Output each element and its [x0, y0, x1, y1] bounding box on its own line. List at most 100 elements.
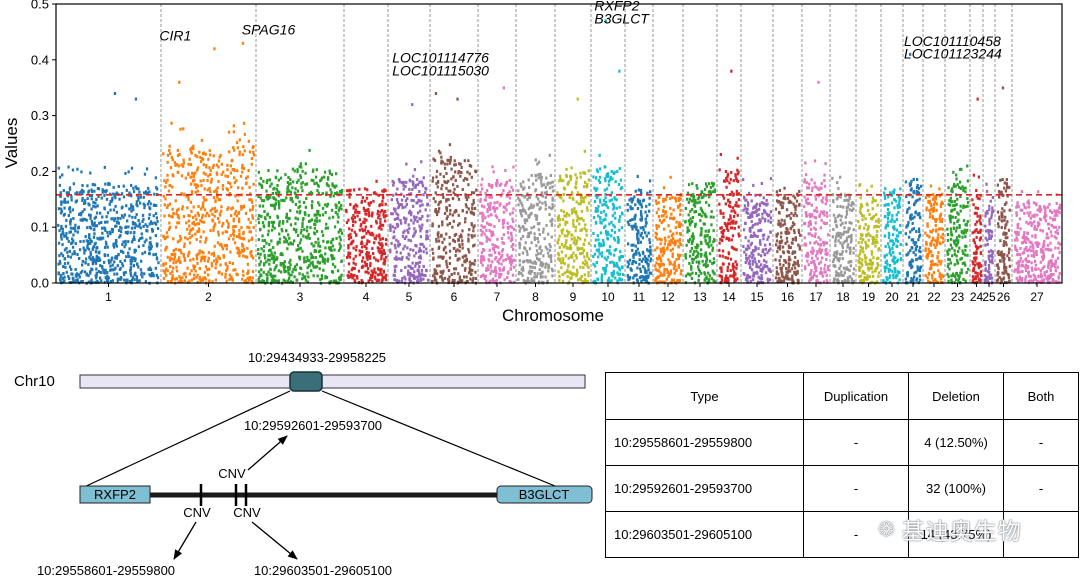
data-point	[150, 244, 153, 248]
data-point	[289, 263, 292, 267]
data-point	[558, 234, 561, 238]
data-point	[574, 272, 577, 276]
data-point	[769, 270, 772, 273]
data-point	[610, 191, 613, 195]
data-point	[586, 208, 589, 212]
data-point	[472, 212, 476, 216]
data-point	[641, 274, 644, 278]
data-point	[768, 242, 772, 246]
data-point	[190, 210, 193, 213]
data-point	[154, 266, 157, 270]
data-point	[775, 190, 778, 194]
data-point	[168, 149, 171, 152]
data-point	[155, 222, 158, 226]
data-point	[401, 181, 404, 184]
data-point	[390, 198, 393, 202]
data-point	[198, 249, 201, 253]
data-point	[815, 274, 818, 278]
data-point	[142, 202, 145, 206]
data-point	[454, 170, 457, 174]
data-point	[518, 229, 521, 233]
data-point	[654, 235, 657, 239]
data-point	[215, 190, 219, 194]
data-point	[437, 203, 440, 207]
data-point	[358, 218, 361, 222]
data-point	[141, 220, 144, 223]
data-point	[384, 209, 387, 213]
data-point	[694, 271, 698, 275]
data-point	[767, 235, 770, 239]
data-point	[109, 280, 112, 283]
data-point	[539, 263, 542, 267]
data-point	[82, 189, 85, 193]
data-point	[718, 202, 721, 206]
data-point	[382, 189, 385, 193]
data-point	[383, 252, 387, 255]
data-point	[742, 208, 745, 212]
data-point	[260, 186, 264, 189]
data-point	[506, 253, 509, 257]
data-point	[304, 162, 307, 166]
data-point	[441, 278, 445, 282]
data-point	[616, 264, 619, 268]
data-point	[263, 239, 267, 243]
data-point	[706, 264, 709, 268]
data-point	[99, 258, 102, 262]
data-point	[221, 224, 224, 228]
data-point	[696, 186, 699, 190]
data-point	[335, 236, 338, 240]
data-point	[217, 233, 220, 237]
data-point	[713, 239, 716, 242]
data-point	[72, 239, 75, 243]
data-point	[224, 262, 228, 266]
data-point	[604, 266, 607, 270]
data-point	[89, 250, 92, 254]
data-point	[367, 279, 370, 283]
data-point	[508, 259, 512, 263]
data-point	[543, 191, 546, 195]
data-point	[390, 212, 393, 216]
data-point	[393, 217, 397, 221]
data-point	[646, 248, 649, 252]
data-point	[184, 271, 187, 275]
data-point	[435, 175, 438, 179]
data-point	[724, 202, 727, 206]
data-point	[89, 214, 92, 217]
data-point	[172, 237, 175, 241]
data-point	[565, 239, 568, 243]
data-point	[823, 270, 826, 274]
data-point	[583, 238, 587, 242]
data-point	[392, 230, 395, 234]
data-point	[349, 188, 352, 192]
data-point	[60, 224, 63, 228]
data-point	[431, 179, 434, 183]
data-point	[301, 169, 304, 173]
data-point	[382, 213, 385, 217]
data-point	[426, 214, 429, 218]
data-point	[230, 207, 233, 211]
data-point	[113, 245, 116, 249]
data-point	[788, 269, 792, 273]
data-point	[60, 252, 63, 256]
data-point	[606, 237, 610, 241]
data-point	[420, 199, 423, 203]
data-point	[527, 214, 530, 218]
data-point	[449, 189, 452, 193]
data-point	[635, 252, 638, 256]
data-point	[439, 255, 443, 259]
data-point	[789, 227, 792, 231]
data-point	[472, 191, 476, 195]
data-point	[658, 254, 661, 258]
data-point	[530, 173, 533, 177]
data-point	[634, 244, 637, 248]
data-point	[511, 225, 514, 229]
data-point	[610, 170, 613, 173]
data-point	[68, 277, 71, 280]
data-point	[654, 264, 657, 268]
data-point	[119, 260, 122, 263]
data-point	[213, 214, 216, 218]
data-point	[645, 221, 648, 225]
data-point	[289, 258, 292, 262]
data-point	[104, 228, 107, 232]
data-point	[724, 256, 727, 259]
